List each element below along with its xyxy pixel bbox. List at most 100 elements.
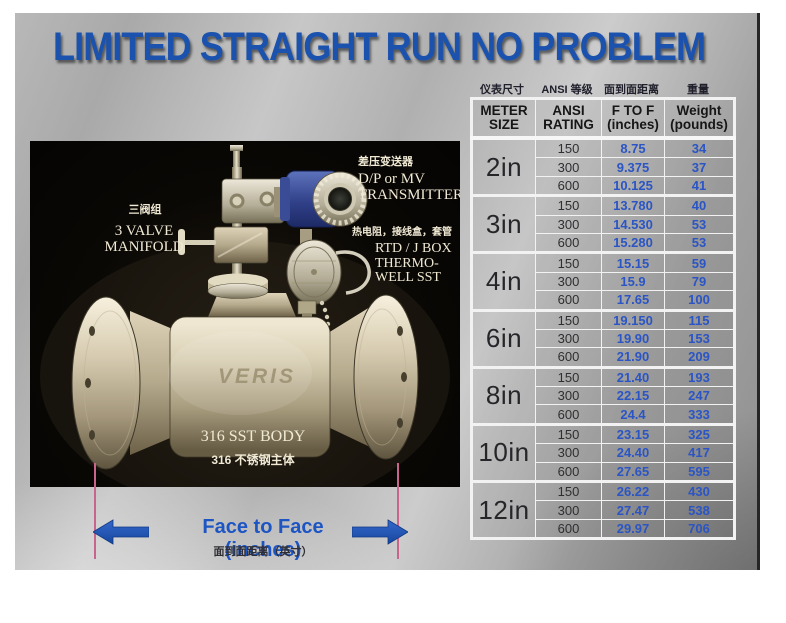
label-transmitter-zh: 差压变送器 xyxy=(358,156,413,168)
table-row: 600 15.280 53 xyxy=(472,232,735,254)
table-row: 300 9.375 37 xyxy=(472,157,735,177)
weight-cell: 430 xyxy=(664,480,735,502)
label-transmitter-line2: TRANSMITTER xyxy=(358,187,460,203)
ansi-rating-cell: 300 xyxy=(535,214,602,234)
table-zh-header-row: 仪表尺寸 ANSI 等级 面到面距离 重量 xyxy=(470,81,739,97)
table-row: 300 24.40 417 xyxy=(472,443,735,463)
ftof-cell: 15.9 xyxy=(601,271,665,292)
table-row: 300 27.47 538 xyxy=(472,500,735,520)
ftof-cell: 26.22 xyxy=(601,480,665,502)
table-zh-header-ftof: 面到面距离 xyxy=(604,84,659,96)
table-row: 300 14.530 53 xyxy=(472,214,735,234)
page-title: LIMITED STRAIGHT RUN NO PROBLEM xyxy=(53,25,706,69)
ftof-cell: 13.780 xyxy=(601,194,665,216)
meter-size-cell: 3in xyxy=(471,194,536,254)
weight-cell: 417 xyxy=(664,443,735,463)
spec-table: METER SIZE ANSI RATING F TO F (inches) Weight(… xyxy=(470,97,736,541)
meter-size-cell: 8in xyxy=(471,365,536,425)
dimension-guide-line-right xyxy=(397,463,399,559)
column-header-ansi-rating: ANSI RATING xyxy=(535,98,602,140)
weight-cell: 538 xyxy=(664,500,735,520)
weight-cell: 100 xyxy=(664,290,735,311)
meter-size-cell: 4in xyxy=(471,251,536,311)
weight-cell: 193 xyxy=(664,365,735,388)
ftof-cell: 27.65 xyxy=(601,461,665,483)
ansi-rating-cell: 150 xyxy=(535,251,602,273)
label-manifold-line1: 3 VALVE xyxy=(114,223,174,239)
table-body: 2in 150 8.75 34 300 9.375 37 600 10.125 41 3in 150 1… xyxy=(471,136,735,540)
weight-cell: 247 xyxy=(664,386,735,406)
ftof-cell: 27.47 xyxy=(601,500,665,520)
ftof-cell: 8.75 xyxy=(601,136,665,159)
ansi-rating-cell: 600 xyxy=(535,404,602,425)
ansi-rating-cell: 150 xyxy=(535,308,602,330)
slide-background: LIMITED STRAIGHT RUN NO PROBLEM xyxy=(15,13,760,570)
table-zh-header-weight: 重量 xyxy=(687,84,709,96)
weight-cell: 40 xyxy=(664,194,735,216)
table-row: 2in 150 8.75 34 xyxy=(471,136,735,197)
meter-size-cell: 6in xyxy=(471,308,536,368)
weight-cell: 209 xyxy=(664,347,735,368)
table-row: 600 17.65 100 xyxy=(472,290,735,311)
table-row: 300 15.9 79 xyxy=(472,271,735,292)
table-row: 8in 150 21.40 193 xyxy=(471,365,735,425)
flowmeter-illustration: VERIS xyxy=(40,145,450,487)
ansi-rating-cell: 300 xyxy=(535,271,602,292)
ansi-rating-cell: 300 xyxy=(535,386,602,406)
weight-cell: 37 xyxy=(664,157,735,177)
weight-cell: 41 xyxy=(664,175,735,197)
ansi-rating-cell: 300 xyxy=(535,500,602,520)
table-row: 6in 150 19.150 115 xyxy=(471,308,735,368)
table-row: 4in 150 15.15 59 xyxy=(471,251,735,311)
table-row: 3in 150 13.780 40 xyxy=(471,194,735,254)
ftof-cell: 19.90 xyxy=(601,328,665,349)
meter-size-cell: 10in xyxy=(471,422,536,483)
weight-cell: 59 xyxy=(664,251,735,273)
label-body-zh: 316 不锈钢主体 xyxy=(211,453,295,467)
ansi-rating-cell: 150 xyxy=(535,422,602,445)
ftof-cell: 9.375 xyxy=(601,157,665,177)
left-arrow-icon xyxy=(93,519,149,545)
ansi-rating-cell: 600 xyxy=(535,461,602,483)
ftof-cell: 22.15 xyxy=(601,386,665,406)
ftof-cell: 15.15 xyxy=(601,251,665,273)
weight-cell: 153 xyxy=(664,328,735,349)
ftof-cell: 21.40 xyxy=(601,365,665,388)
ftof-cell: 19.150 xyxy=(601,308,665,330)
ftof-cell: 14.530 xyxy=(601,214,665,234)
ansi-rating-cell: 150 xyxy=(535,480,602,502)
table-row: 600 27.65 595 xyxy=(472,461,735,483)
table-row: 300 19.90 153 xyxy=(472,328,735,349)
ansi-rating-cell: 150 xyxy=(535,136,602,159)
table-header-row: METER SIZE ANSI RATING F TO F (inches) Weight(… xyxy=(471,98,735,140)
table-row: 12in 150 26.22 430 xyxy=(471,480,735,540)
ansi-rating-cell: 600 xyxy=(535,518,602,540)
meter-size-cell: 2in xyxy=(471,136,536,197)
face-to-face-label: Face to Face (inches) xyxy=(202,516,324,561)
ftof-cell: 24.4 xyxy=(601,404,665,425)
table-row: 600 10.125 41 xyxy=(472,175,735,197)
ansi-rating-cell: 600 xyxy=(535,290,602,311)
ftof-cell: 21.90 xyxy=(601,347,665,368)
ansi-rating-cell: 300 xyxy=(535,328,602,349)
weight-cell: 53 xyxy=(664,232,735,254)
ftof-cell: 17.65 xyxy=(601,290,665,311)
label-rtd-line1: RTD / J BOX xyxy=(375,241,452,256)
ansi-rating-cell: 150 xyxy=(535,194,602,216)
weight-cell: 115 xyxy=(664,308,735,330)
column-header-meter-size: METER SIZE xyxy=(471,98,536,140)
weight-cell: 325 xyxy=(664,422,735,445)
label-rtd-line2: THERMO- xyxy=(375,255,439,271)
ansi-rating-cell: 600 xyxy=(535,232,602,254)
brand-embossed-text: VERIS xyxy=(218,365,296,388)
ftof-cell: 24.40 xyxy=(601,443,665,463)
table-row: 300 22.15 247 xyxy=(472,386,735,406)
ftof-cell: 29.97 xyxy=(601,518,665,540)
table-row: 600 21.90 209 xyxy=(472,347,735,368)
table-row: 600 29.97 706 xyxy=(472,518,735,540)
ansi-rating-cell: 300 xyxy=(535,443,602,463)
product-photo-panel: VERIS 三阀组 3 VALVE MANIFOLD 差压变送器 D/P or … xyxy=(30,141,460,487)
table-zh-header-meter-size: 仪表尺寸 xyxy=(480,84,524,96)
dimension-guide-line-left xyxy=(94,463,96,559)
